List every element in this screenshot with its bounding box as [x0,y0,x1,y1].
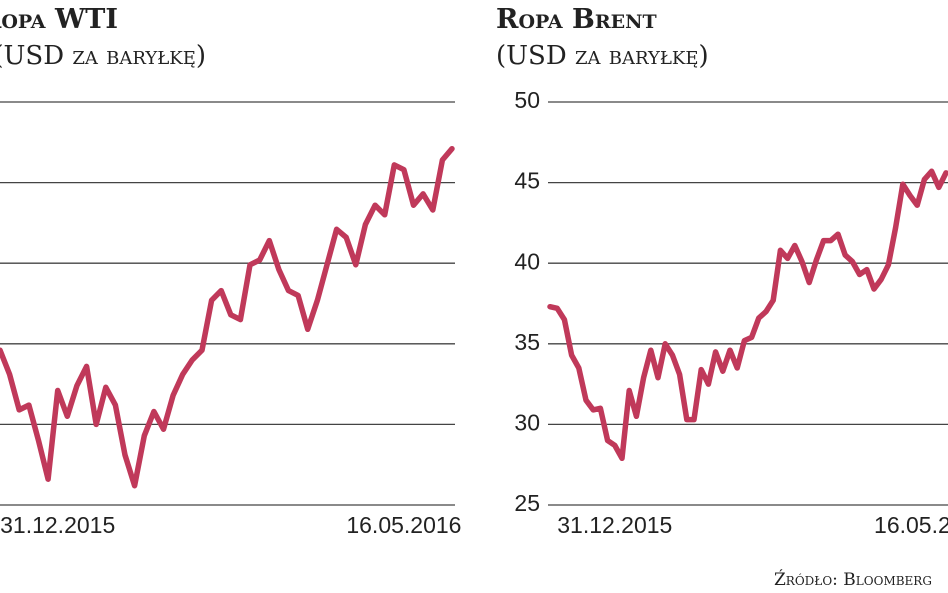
x-tick-label: 31.12.2015 [0,512,115,538]
x-tick-label: 31.12.2015 [557,512,672,538]
source: Źródło: Bloomberg [774,569,932,590]
chart-title: Ropa WTI [0,4,118,35]
y-tick-label: 45 [514,168,540,194]
y-tick-label: 35 [514,329,540,355]
y-tick-label: 40 [514,248,540,274]
series-line [547,168,948,462]
series-line [0,145,455,489]
x-tick-label: 16.05.2016 [346,512,461,538]
y-tick-label: 50 [514,87,540,113]
chart-subtitle: (USD za baryłkę) [0,41,206,71]
y-tick-label: 25 [514,490,540,516]
chart-subtitle: (USD za baryłkę) [496,41,709,71]
chart-title: Ropa Brent [496,4,657,35]
x-tick-label: 16.05.2016 [874,512,948,538]
y-tick-label: 30 [514,409,540,435]
